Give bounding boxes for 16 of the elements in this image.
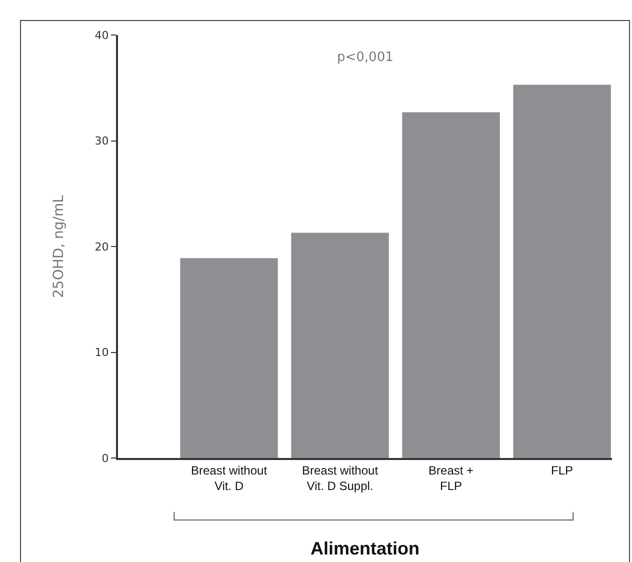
annotation: p<0,001 [337,50,394,65]
x-tick-label: Breast without Vit. D Suppl. [302,463,379,493]
y-tick-label: 40 [94,28,109,42]
x-tick-label: Breast without Vit. D [190,463,268,493]
y-tick-label: 20 [94,240,109,254]
bar [291,232,389,458]
x-tick-label: FLP [551,463,574,478]
y-tick-label: 30 [94,134,109,148]
y-axis-title: 25OHD, ng/mL [50,194,67,298]
y-tick-label: 10 [94,346,109,360]
bar [513,84,611,458]
y-tick-label: 0 [102,452,109,465]
x-axis-title: Alimentation [310,538,420,559]
x-tick-label: Breast + FLP [428,463,474,493]
bar [402,112,500,458]
bar [180,258,278,458]
